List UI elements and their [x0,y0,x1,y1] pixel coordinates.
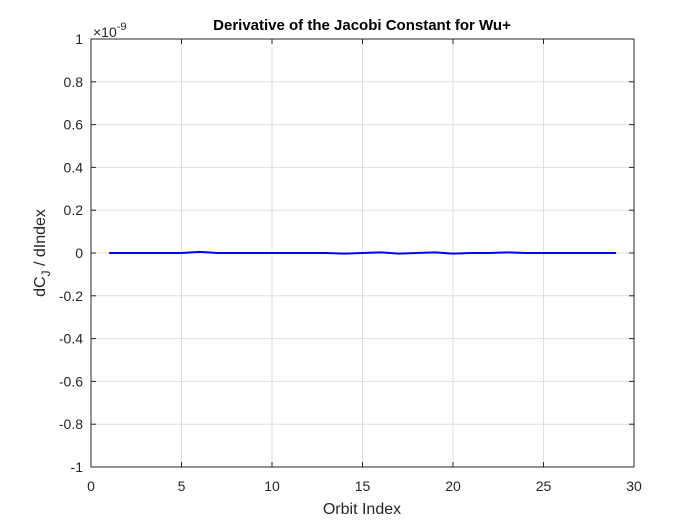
y-tick-label: 0.8 [64,74,84,90]
tick-labels-group: 0 5 10 15 20 25 30 -1 -0.8 -0.6 -0.4 -0.2 0 0.2 0.4 0.6… [59,31,642,494]
x-tick-label: 20 [445,478,461,494]
y-axis-label-main: dC [32,276,49,296]
y-axis-label: dCJ / dIndex [32,209,53,297]
y-tick-label: -0.2 [59,288,83,304]
ticks-group [90,38,635,468]
y-tick-label: 0.2 [64,202,84,218]
x-tick-label: 0 [87,478,95,494]
x-axis-label: Orbit Index [323,501,401,518]
x-tick-label: 25 [536,478,552,494]
y-tick-label: 0.6 [64,117,84,133]
y-tick-label: -0.4 [59,331,83,347]
y-tick-label: 1 [75,31,83,47]
y-exponent-prefix: ×10 [93,24,117,40]
x-tick-label: 30 [626,478,642,494]
x-tick-label: 15 [355,478,371,494]
y-axis-label-rest: / dIndex [32,209,49,270]
y-tick-label: -1 [71,459,84,475]
y-exponent: ×10-9 [93,21,127,40]
y-exponent-power: -9 [117,21,127,33]
series-line [109,250,616,255]
y-axis-label-sub: J [39,270,53,276]
x-tick-label: 10 [264,478,280,494]
y-tick-label: 0 [75,245,83,261]
y-tick-label: -0.8 [59,416,83,432]
chart-title: Derivative of the Jacobi Constant for Wu… [213,17,511,34]
y-tick-label: -0.6 [59,373,83,389]
series-group [109,250,616,255]
y-tick-label: 0.4 [64,159,84,175]
x-tick-label: 5 [178,478,186,494]
